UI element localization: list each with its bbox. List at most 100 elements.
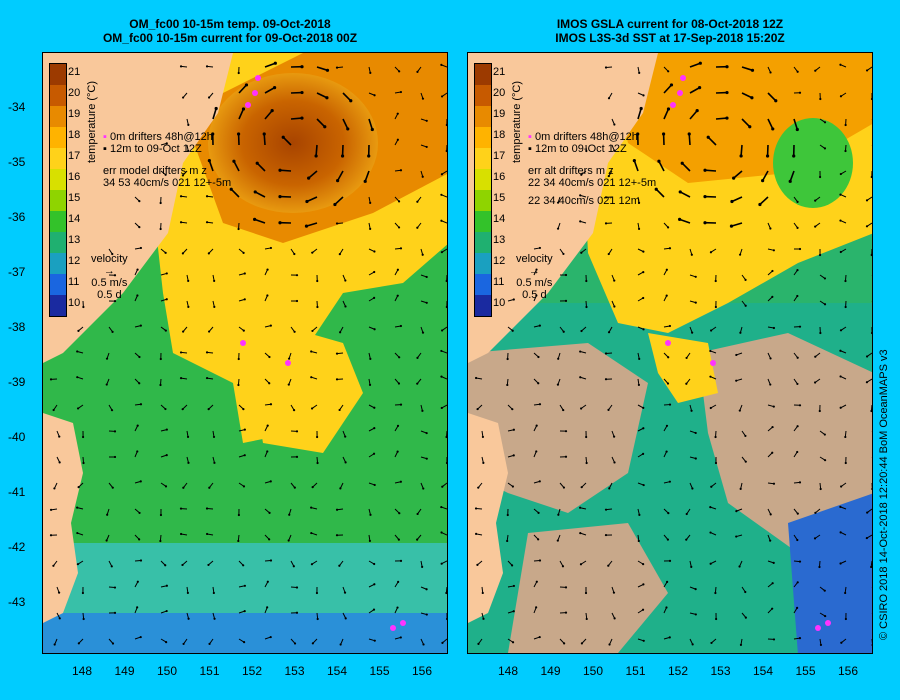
current-arrow-head bbox=[771, 295, 774, 298]
current-arrow-head bbox=[823, 459, 827, 462]
current-arrow-head bbox=[579, 194, 582, 197]
drifter-marker[interactable] bbox=[710, 360, 716, 366]
current-arrow-head bbox=[694, 588, 697, 591]
current-arrow-head bbox=[580, 251, 583, 254]
drifter-marker[interactable] bbox=[252, 90, 258, 96]
current-arrow-head bbox=[77, 486, 80, 489]
current-arrow-head bbox=[207, 408, 210, 411]
colorbar-unit-label: temperature (°C) bbox=[86, 80, 98, 163]
colorbar-tick-label: 14 bbox=[493, 213, 506, 225]
current-arrow-head bbox=[164, 407, 167, 411]
drifter-marker[interactable] bbox=[677, 90, 683, 96]
current-arrow-head bbox=[445, 461, 447, 465]
current-arrow-head bbox=[136, 450, 139, 453]
colorbar-tick-label: 15 bbox=[493, 192, 506, 204]
current-arrow-head bbox=[346, 127, 350, 131]
current-arrow bbox=[731, 222, 743, 227]
current-arrow-head bbox=[295, 299, 299, 303]
current-arrow-head bbox=[82, 461, 85, 465]
current-arrow-head bbox=[796, 70, 799, 73]
current-arrow-head bbox=[564, 299, 568, 302]
current-arrow-head bbox=[667, 512, 670, 515]
drifter-marker[interactable] bbox=[255, 75, 261, 81]
current-arrow-head bbox=[211, 132, 215, 136]
current-arrow-head bbox=[506, 539, 509, 543]
current-arrow-head bbox=[399, 403, 403, 406]
current-arrow-head bbox=[608, 487, 611, 490]
longitude-tick-label: 154 bbox=[753, 664, 774, 678]
current-arrow-head bbox=[164, 485, 168, 488]
latitude-tick-label: -42 bbox=[8, 540, 26, 554]
current-arrow-head bbox=[796, 538, 799, 542]
current-arrow-head bbox=[796, 382, 799, 386]
current-arrow-head bbox=[798, 404, 802, 407]
drifter-marker[interactable] bbox=[390, 625, 396, 631]
current-arrow-head bbox=[278, 194, 282, 199]
current-arrow-head bbox=[510, 564, 514, 567]
current-arrow-head bbox=[399, 169, 403, 172]
current-arrow-head bbox=[792, 154, 796, 158]
current-arrow bbox=[741, 92, 753, 99]
current-arrow-head bbox=[397, 538, 400, 541]
current-arrow-head bbox=[138, 511, 141, 515]
current-arrow-head bbox=[556, 383, 560, 386]
current-arrow-head bbox=[110, 565, 113, 568]
current-arrow-head bbox=[136, 294, 139, 297]
current-arrow-head bbox=[637, 227, 641, 231]
current-arrow-head bbox=[139, 480, 142, 483]
right-map[interactable]: 21 20 19 18 17 16 15 14 13 12 11 10 temperature (°C)… bbox=[467, 52, 873, 654]
current-arrow-head bbox=[844, 149, 847, 153]
current-arrow-head bbox=[266, 450, 269, 453]
right-velocity-speed: 0.5 m/s bbox=[516, 277, 553, 289]
current-arrow-head bbox=[369, 357, 372, 360]
current-arrow-head bbox=[205, 221, 209, 224]
current-arrow-head bbox=[748, 125, 752, 129]
current-arrow-head bbox=[612, 591, 616, 594]
current-arrow bbox=[871, 119, 872, 120]
drifter-marker[interactable] bbox=[240, 340, 246, 346]
current-arrow-head bbox=[288, 513, 291, 516]
current-arrow-head bbox=[839, 250, 842, 254]
current-arrow-head bbox=[709, 251, 713, 254]
current-arrow-head bbox=[535, 268, 538, 271]
colorbar-swatch bbox=[50, 295, 66, 316]
current-arrow-head bbox=[796, 450, 799, 454]
current-arrow-head bbox=[207, 96, 211, 99]
current-arrow-head bbox=[772, 326, 776, 330]
colorbar-tick-label: 18 bbox=[493, 129, 506, 141]
drifter-marker[interactable] bbox=[670, 102, 676, 108]
current-arrow-head bbox=[338, 408, 341, 412]
current-arrow bbox=[871, 301, 872, 302]
drifter-marker[interactable] bbox=[245, 102, 251, 108]
drifter-marker[interactable] bbox=[285, 360, 291, 366]
current-arrow-head bbox=[871, 644, 872, 646]
current-arrow-head bbox=[344, 279, 347, 282]
left-legend-err2: 34 53 40cm/s 021 12+-5m bbox=[103, 177, 232, 189]
current-arrow-head bbox=[709, 375, 712, 378]
drifter-marker[interactable] bbox=[815, 625, 821, 631]
current-arrow-head bbox=[182, 486, 185, 489]
current-arrow-head bbox=[208, 642, 211, 646]
current-arrow-head bbox=[262, 132, 266, 136]
current-arrow-head bbox=[564, 430, 568, 433]
current-arrow-head bbox=[798, 325, 802, 328]
left-map[interactable]: 21 20 19 18 17 16 15 14 13 12 11 10 temperature (°C)… bbox=[42, 52, 448, 654]
current-arrow-head bbox=[796, 200, 799, 203]
current-arrow bbox=[663, 84, 673, 94]
drifter-marker[interactable] bbox=[400, 620, 406, 626]
drifter-marker[interactable] bbox=[825, 620, 831, 626]
current-arrow-head bbox=[744, 460, 747, 463]
current-arrow-head bbox=[637, 201, 641, 205]
drifter-marker[interactable] bbox=[680, 75, 686, 81]
current-arrow-head bbox=[113, 274, 117, 277]
current-arrow-head bbox=[556, 201, 560, 204]
current-arrow-head bbox=[535, 450, 538, 453]
current-arrow-head bbox=[839, 375, 842, 378]
longitude-tick-label: 153 bbox=[710, 664, 731, 678]
drifter-marker[interactable] bbox=[665, 340, 671, 346]
right-velocity-time: 0.5 d bbox=[522, 289, 547, 301]
longitude-tick-label: 155 bbox=[795, 664, 816, 678]
current-arrow bbox=[238, 84, 248, 94]
current-arrow-head bbox=[537, 355, 540, 359]
current-arrow-head bbox=[798, 637, 802, 640]
